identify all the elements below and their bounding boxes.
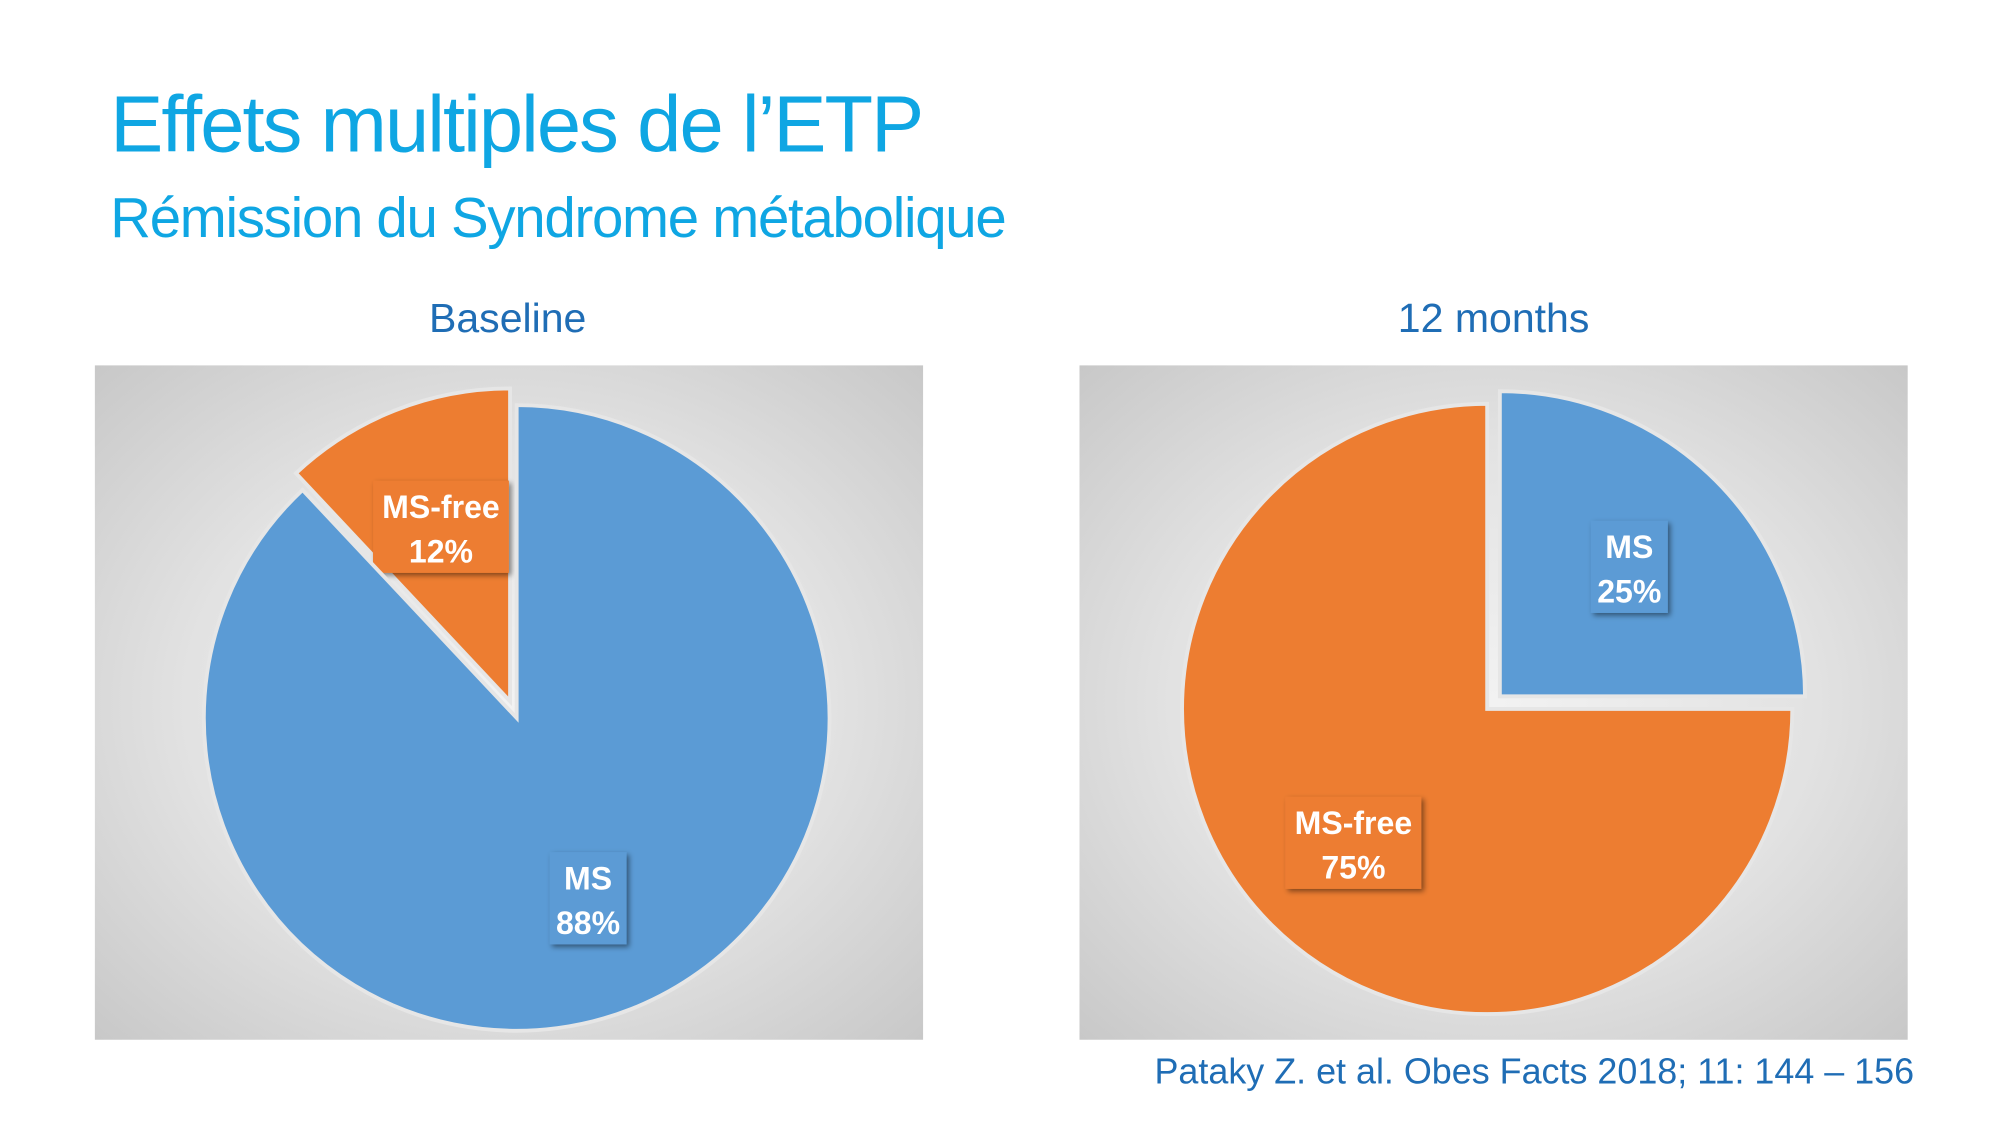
citation: Pataky Z. et al. Obes Facts 2018; 11: 14… <box>1154 1051 1915 1092</box>
data-label-value: 75% <box>1321 850 1385 886</box>
chart-title-baseline: Baseline <box>429 294 587 342</box>
slide-title: Effets multiples de l’ETP <box>110 80 924 170</box>
data-label-box <box>549 852 627 945</box>
data-label-value: 88% <box>556 905 620 941</box>
data-label-box <box>1590 520 1668 613</box>
data-label-category: MS-free <box>1295 805 1413 841</box>
data-label-category: MS <box>1605 529 1653 565</box>
chart-title-12-months: 12 months <box>1397 294 1590 342</box>
data-label-box <box>1285 796 1422 889</box>
data-label-category: MS-free <box>382 489 500 525</box>
slide-subtitle: Rémission du Syndrome métabolique <box>110 187 1006 250</box>
data-label-category: MS <box>564 860 612 896</box>
pie-slice-ms <box>201 403 832 1033</box>
data-label-value: 12% <box>409 534 473 570</box>
data-label-box <box>373 480 509 573</box>
data-label-value: 25% <box>1597 574 1661 610</box>
